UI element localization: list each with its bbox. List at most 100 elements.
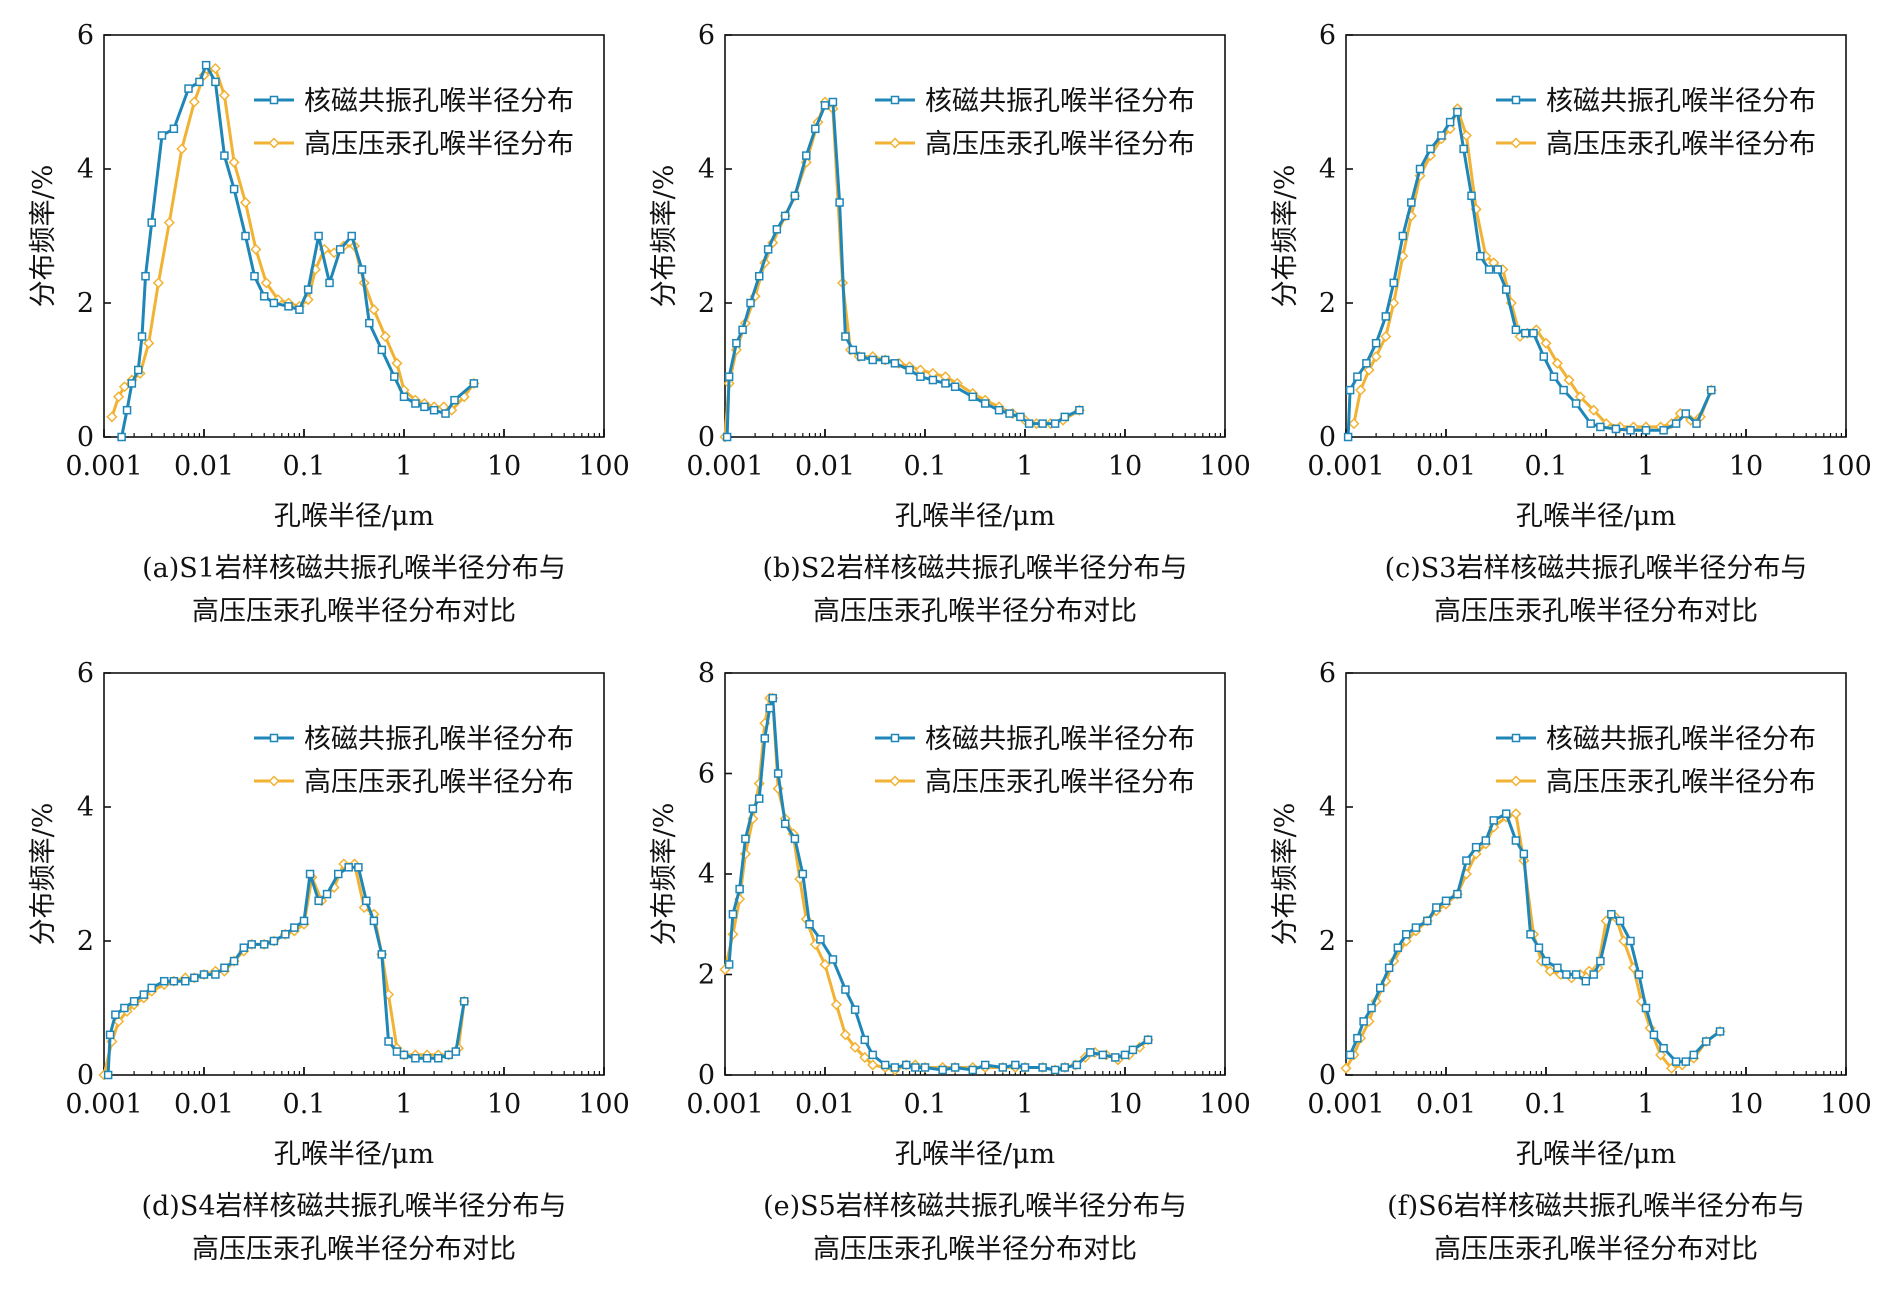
figure-caption-line: (d)S4岩样核磁共振孔喉半径分布与 [141,1191,566,1222]
nmr-data-point [728,909,738,919]
mip-data-point [228,156,240,168]
x-tick-label: 0.01 [795,451,855,482]
nmr-data-point [169,124,179,134]
mip-legend-marker [1510,775,1522,787]
nmr-data-point [754,794,764,803]
nmr-data-point [856,352,866,361]
y-tick-label: 4 [77,792,94,823]
y-tick-label: 2 [77,288,94,319]
mip-data-point [368,304,380,316]
nmr-data-point [399,392,409,402]
nmr-data-point [354,863,363,872]
nmr-data-point [369,916,379,926]
figure-caption-line: (e)S5岩样核磁共振孔喉半径分布与 [763,1191,1187,1222]
nmr-data-point [1143,1035,1153,1045]
nmr-data-point [181,976,190,986]
mip-data-point [118,381,130,393]
x-tick-label: 0.1 [904,1089,947,1120]
y-tick-label: 2 [77,926,94,957]
nmr-data-point [1649,1030,1659,1040]
nmr-data-point [290,923,299,932]
nmr-series-line [1346,110,1713,438]
nmr-data-point [1441,896,1451,906]
nmr-data-point [798,869,808,879]
nmr-data-point [281,930,290,939]
mip-data-point [113,1015,125,1027]
y-axis-title: 分布频率/% [1270,803,1301,946]
nmr-data-point [841,985,850,994]
nmr-data-point [1641,426,1651,435]
nmr-data-point [1128,1045,1138,1055]
nmr-data-point [1437,131,1446,140]
nmr-data-point [1345,1050,1355,1060]
nmr-data-point [377,950,387,959]
mip-data-point [859,1051,871,1063]
nmr-data-point [129,997,139,1006]
nmr-data-point [444,1050,453,1060]
mip-legend-marker [268,775,280,787]
chart-panel-6: 0 2 4 6 0.001 0.01 0.1 1 10 100 孔喉半径/μm 分布频率/% (f)S6… [1270,658,1872,1265]
chart-panel-5: 0 2 4 6 8 0.001 0.01 0.1 1 10 100 孔喉半径/μm 分布频率/% (e)S… [649,658,1251,1265]
nmr-data-point [229,184,239,194]
nmr-data-point [941,379,950,388]
nmr-data-point [211,77,220,87]
nmr-data-point [1493,265,1503,274]
y-axis-title: 分布频率/% [28,803,59,946]
nmr-data-point [1581,976,1591,986]
nmr-data-point [1681,1057,1691,1066]
nmr-data-point [157,131,167,140]
nmr-data-point [1020,1063,1030,1072]
nmr-data-point [1367,1003,1376,1013]
nmr-data-point [802,151,811,160]
nmr-data-point [1038,1063,1047,1072]
nmr-data-point [1611,424,1621,434]
y-tick-label: 0 [1319,422,1336,453]
plot-frame [103,672,605,1076]
nmr-data-point [1707,385,1716,395]
mip-data-point [1340,1062,1352,1074]
mip-data-point [1551,357,1563,369]
nmr-data-point [1467,191,1476,201]
chart-panel-3: 0 2 4 6 0.001 0.01 0.1 1 10 100 孔喉半径/μm 分布频率/% (c)S3… [1270,20,1872,627]
nmr-data-point [1671,419,1681,428]
y-tick-label: 0 [698,1060,715,1091]
mip-data-point [1540,337,1552,349]
nmr-data-point [1692,419,1701,428]
nmr-legend-label: 核磁共振孔喉半径分布 [304,724,574,755]
nmr-data-point [722,432,732,442]
mip-series-line [102,862,466,1076]
mip-series-line [110,67,476,418]
x-tick-label: 1 [1637,1089,1654,1120]
mip-data-point [819,958,831,971]
nmr-data-point [1681,409,1691,418]
nmr-data-point [111,1010,120,1019]
mip-data-point [867,1059,879,1071]
nmr-data-point [284,302,293,311]
mip-legend-label: 高压压汞孔喉半径分布 [304,129,574,160]
nmr-data-point [184,84,193,93]
nmr-data-point [117,432,126,442]
nmr-data-point [220,963,229,973]
nmr-data-point [1501,285,1511,294]
chart-panel-1: 0 2 4 6 0.001 0.01 0.1 1 10 100 孔喉半径/μm 分布频率/% (a)S1… [28,20,630,627]
x-tick-label: 100 [578,451,630,482]
y-tick-label: 2 [1319,926,1336,957]
nmr-data-point [938,1065,947,1075]
y-tick-label: 0 [698,422,715,453]
x-tick-label: 10 [1729,451,1763,482]
x-axis-title: 孔喉半径/μm [274,501,434,532]
mip-legend-marker [889,775,901,787]
nmr-data-point [325,278,334,288]
nmr-legend-marker [269,95,279,105]
nmr-data-point [1050,1065,1060,1075]
x-tick-label: 10 [487,1089,521,1120]
nmr-data-point [1511,836,1521,845]
mip-data-point [1363,364,1375,376]
nmr-data-point [880,1060,890,1070]
nmr-data-point [790,834,800,844]
nmr-data-point [790,191,800,201]
nmr-data-point [411,1054,420,1063]
x-tick-label: 0.001 [686,451,763,482]
nmr-data-point [347,231,356,241]
